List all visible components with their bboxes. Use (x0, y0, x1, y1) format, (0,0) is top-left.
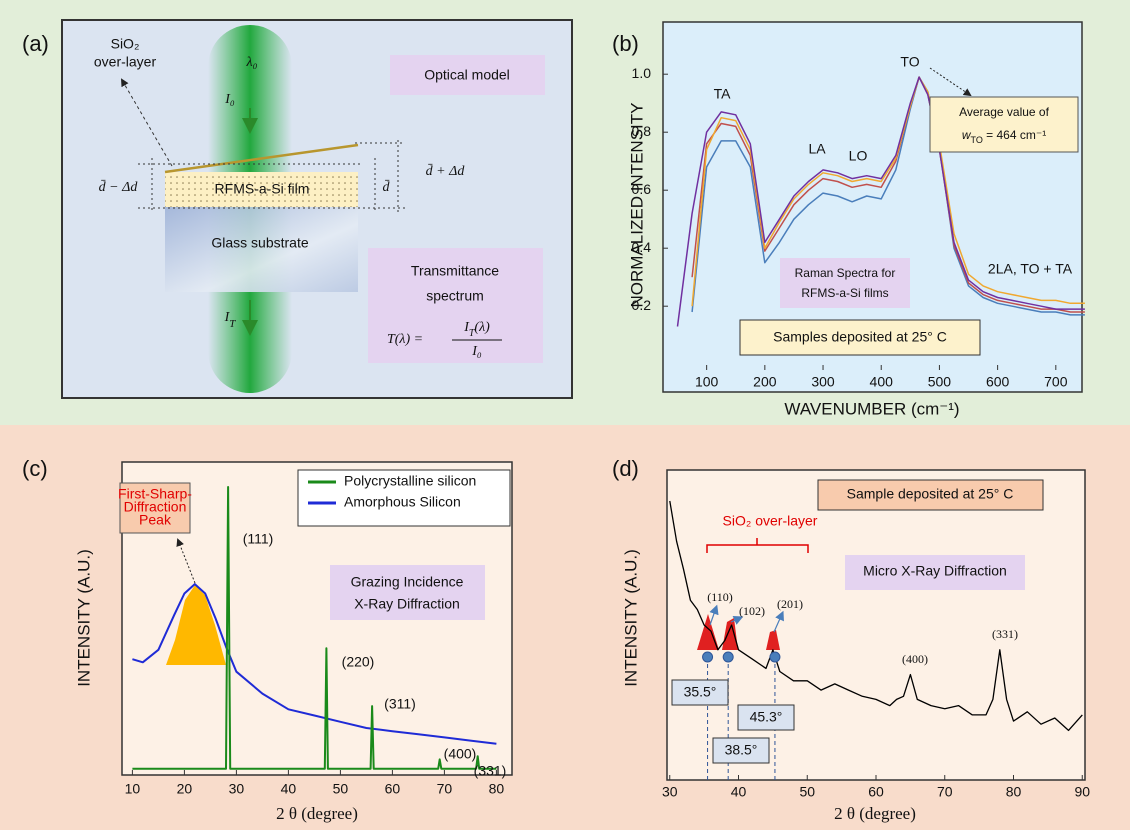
subscript: TO (970, 135, 982, 145)
substrate-label: Glass substrate (211, 235, 308, 251)
callout-text: Average value of (959, 105, 1050, 119)
x-tick-label: 30 (662, 784, 678, 800)
x-tick-label: 300 (811, 374, 835, 390)
formula-lhs: T(λ) = (387, 332, 423, 347)
panel-label: (c) (22, 456, 48, 481)
x-axis-label: 2 θ (degree) (834, 804, 916, 823)
panel-label: (a) (22, 31, 49, 56)
peak-label: (331) (992, 627, 1018, 641)
incident-intensity: I₀ (224, 92, 235, 107)
x-tick-label: 400 (870, 374, 894, 390)
x-tick-label: 70 (937, 784, 953, 800)
note: RFMS-a-Si films (801, 286, 888, 300)
note: X-Ray Diffraction (354, 596, 460, 612)
panel-label: (d) (612, 456, 639, 481)
y-axis-label: INTENSITY (A.U.) (74, 549, 93, 687)
x-tick-label: 90 (1074, 784, 1090, 800)
annotation: TA (714, 86, 732, 102)
x-tick-label: 50 (333, 781, 349, 797)
x-tick-label: 50 (799, 784, 815, 800)
peak-label: (400) (444, 746, 477, 762)
peak-label: (102) (739, 604, 765, 618)
overlayer-label: over-layer (94, 54, 157, 70)
rest: (λ) (474, 320, 490, 335)
subscript: T (229, 318, 236, 330)
x-tick-label: 700 (1044, 374, 1068, 390)
overlayer-label: SiO₂ (111, 36, 140, 52)
annotation: LO (849, 148, 868, 164)
peak-label: (110) (707, 590, 733, 604)
y-axis-label: INTENSITY (A.U.) (621, 549, 640, 687)
peak-label: (331) (474, 763, 507, 779)
film-label: RFMS-a-Si film (215, 181, 310, 197)
diagram-title: Optical model (424, 67, 510, 83)
peak-label: (220) (342, 654, 375, 670)
x-axis-label: 2 θ (degree) (276, 804, 358, 823)
x-tick-label: 10 (125, 781, 141, 797)
wavelength: λ₀ (246, 55, 258, 70)
peak-dot (703, 652, 713, 662)
x-tick-label: 80 (489, 781, 505, 797)
annotation: TO (900, 54, 919, 70)
legend-label: Polycrystalline silicon (344, 473, 476, 489)
figure: (a) SiO₂ over-layer λ₀ I₀ d̄ − Δd d̄ d̄ … (0, 0, 1130, 830)
legend-label: Amorphous Silicon (344, 494, 461, 510)
peak-label: (111) (243, 531, 274, 547)
peak-position: 38.5° (725, 742, 758, 758)
x-tick-label: 20 (177, 781, 193, 797)
caption: Transmittance (411, 263, 499, 279)
optical-diagram: (a) SiO₂ over-layer λ₀ I₀ d̄ − Δd d̄ d̄ … (22, 20, 572, 398)
note: Sample deposited at 25° C (847, 486, 1014, 502)
fsdp-text: Peak (139, 512, 172, 528)
x-tick-label: 70 (437, 781, 453, 797)
note: Micro X-Ray Diffraction (863, 563, 1007, 579)
peak-label: (311) (384, 696, 416, 712)
thickness-min: d̄ − Δd (99, 180, 139, 196)
thickness-max: d̄ + Δd (426, 164, 466, 180)
x-tick-label: 600 (986, 374, 1010, 390)
caption: spectrum (426, 288, 484, 304)
x-tick-label: 60 (385, 781, 401, 797)
peak-dot (723, 652, 733, 662)
x-axis-label: WAVENUMBER (cm⁻¹) (784, 399, 959, 418)
x-tick-label: 80 (1006, 784, 1022, 800)
overlayer-label: SiO₂ over-layer (723, 513, 818, 529)
annotation: LA (808, 141, 826, 157)
peak-label: (201) (777, 597, 803, 611)
x-tick-label: 200 (753, 374, 777, 390)
peak-dot (770, 652, 780, 662)
formula-denominator: I₀ (471, 344, 482, 359)
peak-label: (400) (902, 652, 928, 666)
peak-position: 45.3° (750, 709, 783, 725)
y-tick-label: 1.0 (632, 65, 652, 81)
note: Grazing Incidence (351, 574, 464, 590)
x-tick-label: 40 (281, 781, 297, 797)
rest: = 464 cm⁻¹ (983, 128, 1046, 142)
x-tick-label: 500 (928, 374, 952, 390)
peak-position: 35.5° (684, 684, 717, 700)
thickness-mean: d̄ (383, 180, 391, 196)
y-axis-label: NORMALIZED INTENSITY (627, 103, 646, 308)
x-tick-label: 30 (229, 781, 245, 797)
annotation: 2LA, TO + TA (988, 261, 1073, 277)
x-tick-label: 40 (731, 784, 747, 800)
panel-label: (b) (612, 31, 639, 56)
x-tick-label: 60 (868, 784, 884, 800)
x-tick-label: 100 (695, 374, 719, 390)
note: Raman Spectra for (795, 266, 896, 280)
note: Samples deposited at 25° C (773, 329, 947, 345)
